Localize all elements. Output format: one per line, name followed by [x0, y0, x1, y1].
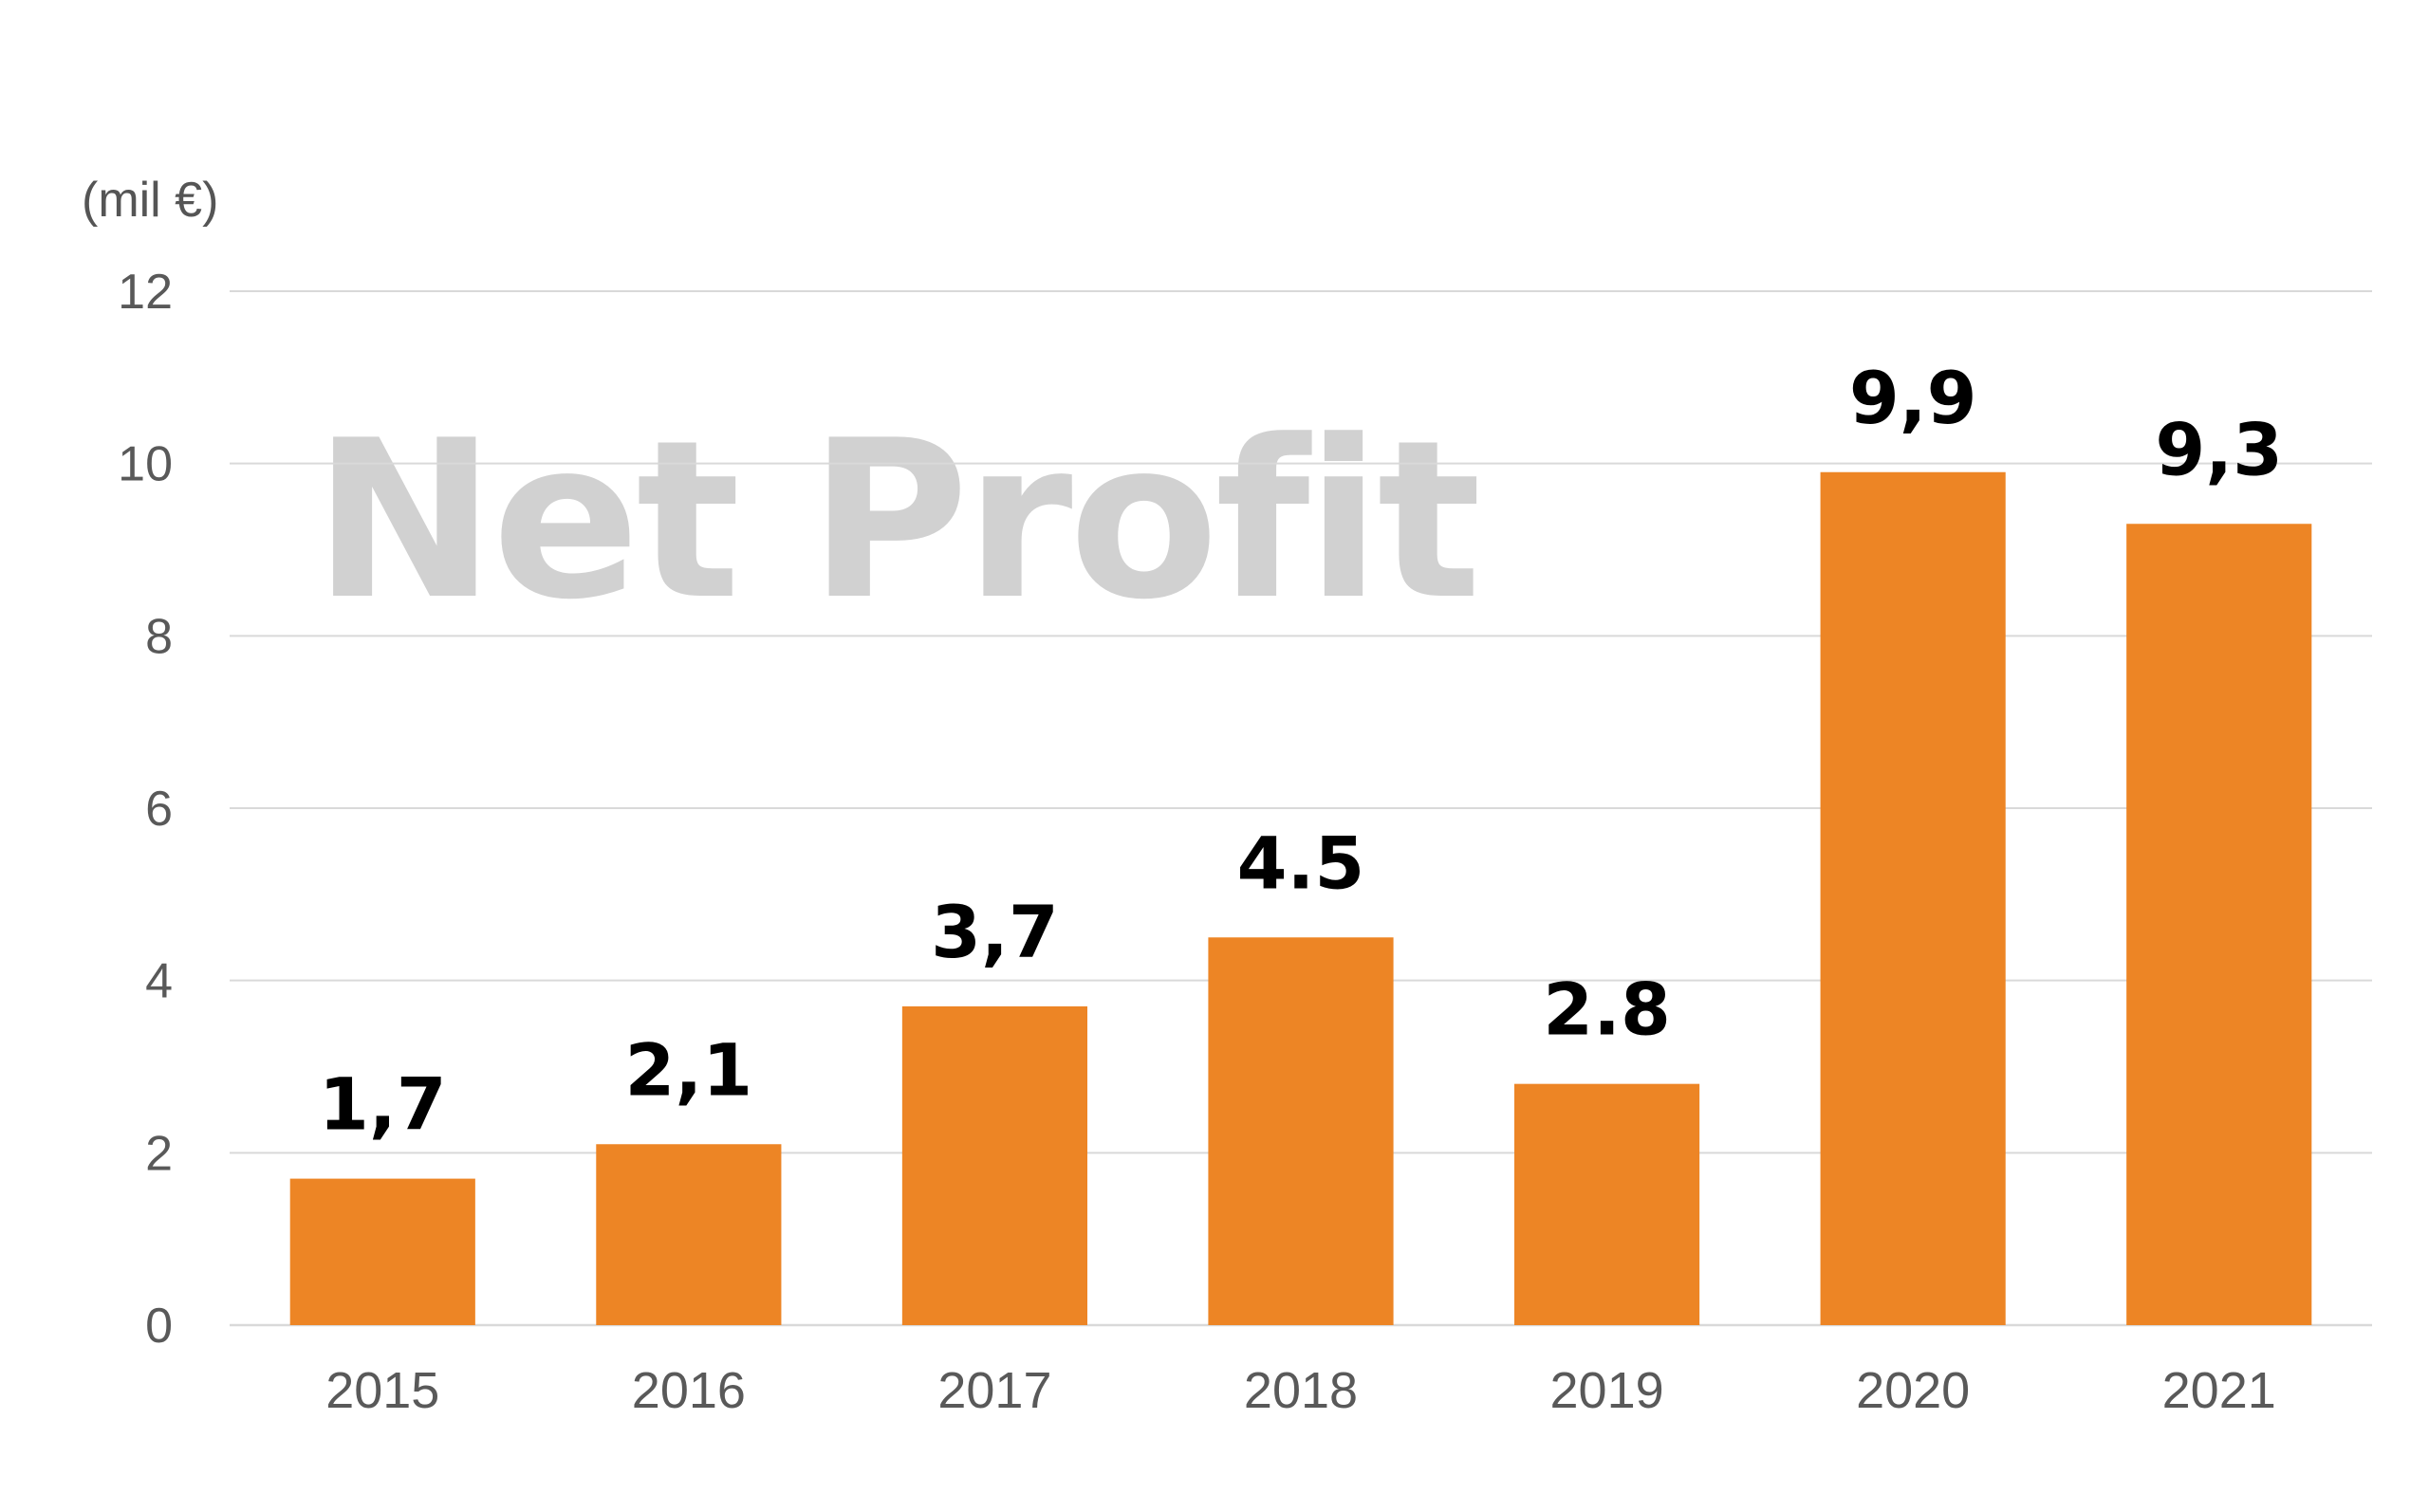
- x-tick-label-2017: 2017: [937, 1362, 1051, 1419]
- data-label-2015: 1,7: [319, 1062, 447, 1147]
- watermark-text: Net Profit: [313, 395, 1477, 648]
- y-tick-label: 2: [145, 1126, 173, 1181]
- data-label-2021: 9,3: [2155, 407, 2283, 491]
- y-tick-label: 12: [118, 265, 173, 320]
- y-tick-label: 8: [145, 609, 173, 664]
- x-tick-label-2021: 2021: [2162, 1362, 2276, 1419]
- data-labels: 1,7 2,1 3,7 4.5 2.8 9,9 9,3: [319, 356, 2283, 1147]
- bars: [289, 471, 2312, 1325]
- y-tick-label: 10: [118, 437, 173, 492]
- x-tick-label-2019: 2019: [1550, 1362, 1664, 1419]
- data-label-2018: 4.5: [1237, 821, 1365, 905]
- y-axis-unit-label: (mil €): [82, 173, 218, 228]
- bar-2020: [1820, 471, 2006, 1325]
- gridlines: [230, 290, 2372, 1327]
- bar-2017: [901, 1005, 1088, 1325]
- x-tick-label-2020: 2020: [1856, 1362, 1970, 1419]
- bar-2019: [1513, 1083, 1700, 1325]
- x-tick-label-2018: 2018: [1244, 1362, 1358, 1419]
- y-tick-label: 0: [145, 1299, 173, 1354]
- bar-2021: [2126, 524, 2312, 1325]
- x-tick-label-2015: 2015: [325, 1362, 439, 1419]
- x-tick-label-2016: 2016: [632, 1362, 746, 1419]
- x-axis-ticks: 2015 2016 2017 2018 2019 2020 2021: [325, 1362, 2276, 1419]
- bar-2018: [1208, 937, 1394, 1325]
- data-label-2019: 2.8: [1543, 968, 1671, 1052]
- data-label-2017: 3,7: [931, 890, 1059, 974]
- bar-2016: [596, 1144, 782, 1325]
- bar-2015: [289, 1178, 475, 1325]
- y-tick-label: 6: [145, 782, 173, 837]
- data-label-2016: 2,1: [625, 1027, 753, 1112]
- y-axis-ticks: 0 2 4 6 8 10 12: [118, 265, 173, 1354]
- y-tick-label: 4: [145, 954, 173, 1009]
- data-label-2020: 9,9: [1849, 356, 1977, 440]
